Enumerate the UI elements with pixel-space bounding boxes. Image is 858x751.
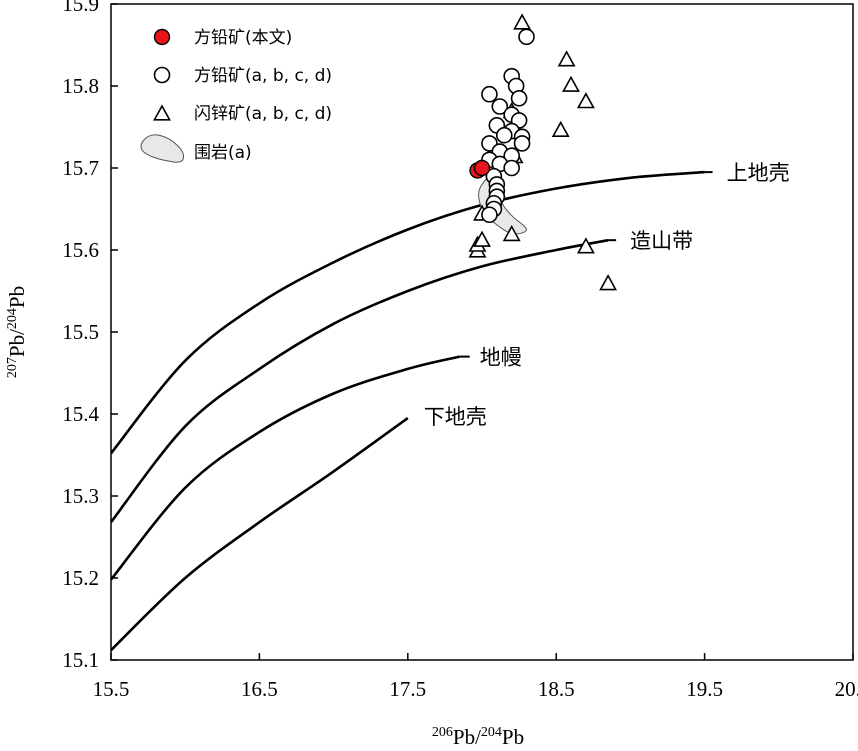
growth-curves — [111, 170, 705, 652]
y-label-sup1: 207 — [5, 357, 20, 378]
x-label-sup2: 204 — [481, 725, 502, 740]
galena-point — [513, 135, 531, 152]
legend-label: 闪锌矿(a, b, c, d) — [194, 104, 332, 124]
galena-point — [481, 85, 498, 103]
y-axis-label: 207Pb/204Pb — [5, 286, 29, 378]
data-points — [468, 13, 618, 291]
growth-curve — [111, 170, 705, 455]
sphalerite-point — [473, 230, 491, 247]
y-tick-label: 15.2 — [62, 566, 99, 590]
legend-label: 方铅矿(a, b, c, d) — [194, 66, 332, 86]
y-tick-label: 15.7 — [62, 156, 99, 180]
y-tick-label: 15.4 — [62, 402, 99, 426]
legend-field-icon — [140, 134, 184, 163]
x-label-sup1: 206 — [432, 725, 453, 740]
y-tick-label: 15.5 — [62, 320, 99, 344]
legend-open-circle-icon — [153, 66, 171, 84]
legend: 方铅矿(本文) 方铅矿(a, b, c, d) 闪锌矿(a, b, c, d) 围岩(… — [140, 28, 332, 163]
y-tick-label: 15.3 — [62, 484, 99, 508]
galena-this-study-point — [473, 159, 491, 177]
x-axis-label: 206Pb/204Pb — [432, 725, 524, 749]
legend-filled-circle-icon — [153, 28, 171, 46]
legend-triangle-icon — [153, 104, 171, 121]
sphalerite-point — [576, 237, 595, 254]
curve-label: 地幔 — [480, 346, 522, 370]
x-tick-label: 16.5 — [241, 677, 278, 701]
y-tick-label: 15.1 — [62, 648, 99, 672]
galena-point — [503, 159, 520, 177]
y-tick-label: 15.6 — [62, 238, 99, 262]
sphalerite-point — [557, 50, 576, 67]
x-tick-label: 19.5 — [686, 677, 723, 701]
sphalerite-point — [551, 120, 570, 137]
y-label-sup2: 204 — [5, 308, 20, 329]
curve-label: 下地壳 — [424, 405, 487, 429]
x-label-mid: Pb/ — [453, 725, 481, 749]
galena-point — [510, 90, 528, 107]
galena-point — [481, 206, 498, 224]
growth-curve — [111, 417, 409, 652]
y-tick-label: 15.9 — [62, 0, 99, 16]
galena-point — [518, 28, 535, 46]
sphalerite-point — [576, 92, 595, 109]
curve-label: 造山带 — [630, 229, 693, 253]
curve-label: 上地壳 — [727, 161, 790, 185]
x-label-end: Pb — [502, 725, 524, 749]
y-label-end: Pb — [5, 286, 29, 308]
sphalerite-point — [513, 13, 532, 30]
growth-curve — [111, 238, 609, 523]
x-tick-label: 18.5 — [538, 677, 575, 701]
galena-point — [491, 98, 509, 115]
x-tick-label: 20.5 — [835, 677, 858, 701]
sphalerite-point — [599, 274, 618, 291]
legend-label: 方铅矿(本文) — [194, 28, 292, 48]
galena-point — [495, 126, 513, 144]
y-label-mid: Pb/ — [5, 329, 29, 357]
x-tick-label: 15.5 — [93, 677, 130, 701]
growth-curve — [111, 355, 460, 581]
plot-frame — [110, 3, 854, 661]
x-tick-label: 17.5 — [389, 677, 426, 701]
legend-label: 围岩(a) — [194, 143, 252, 163]
sphalerite-point — [562, 75, 580, 92]
y-tick-label: 15.8 — [62, 74, 99, 98]
axis-ticks: 15.5 16.5 17.5 18.5 19.5 20.5 15.1 15.2 15.3 15.4… — [62, 0, 858, 701]
sphalerite-point — [502, 224, 521, 242]
